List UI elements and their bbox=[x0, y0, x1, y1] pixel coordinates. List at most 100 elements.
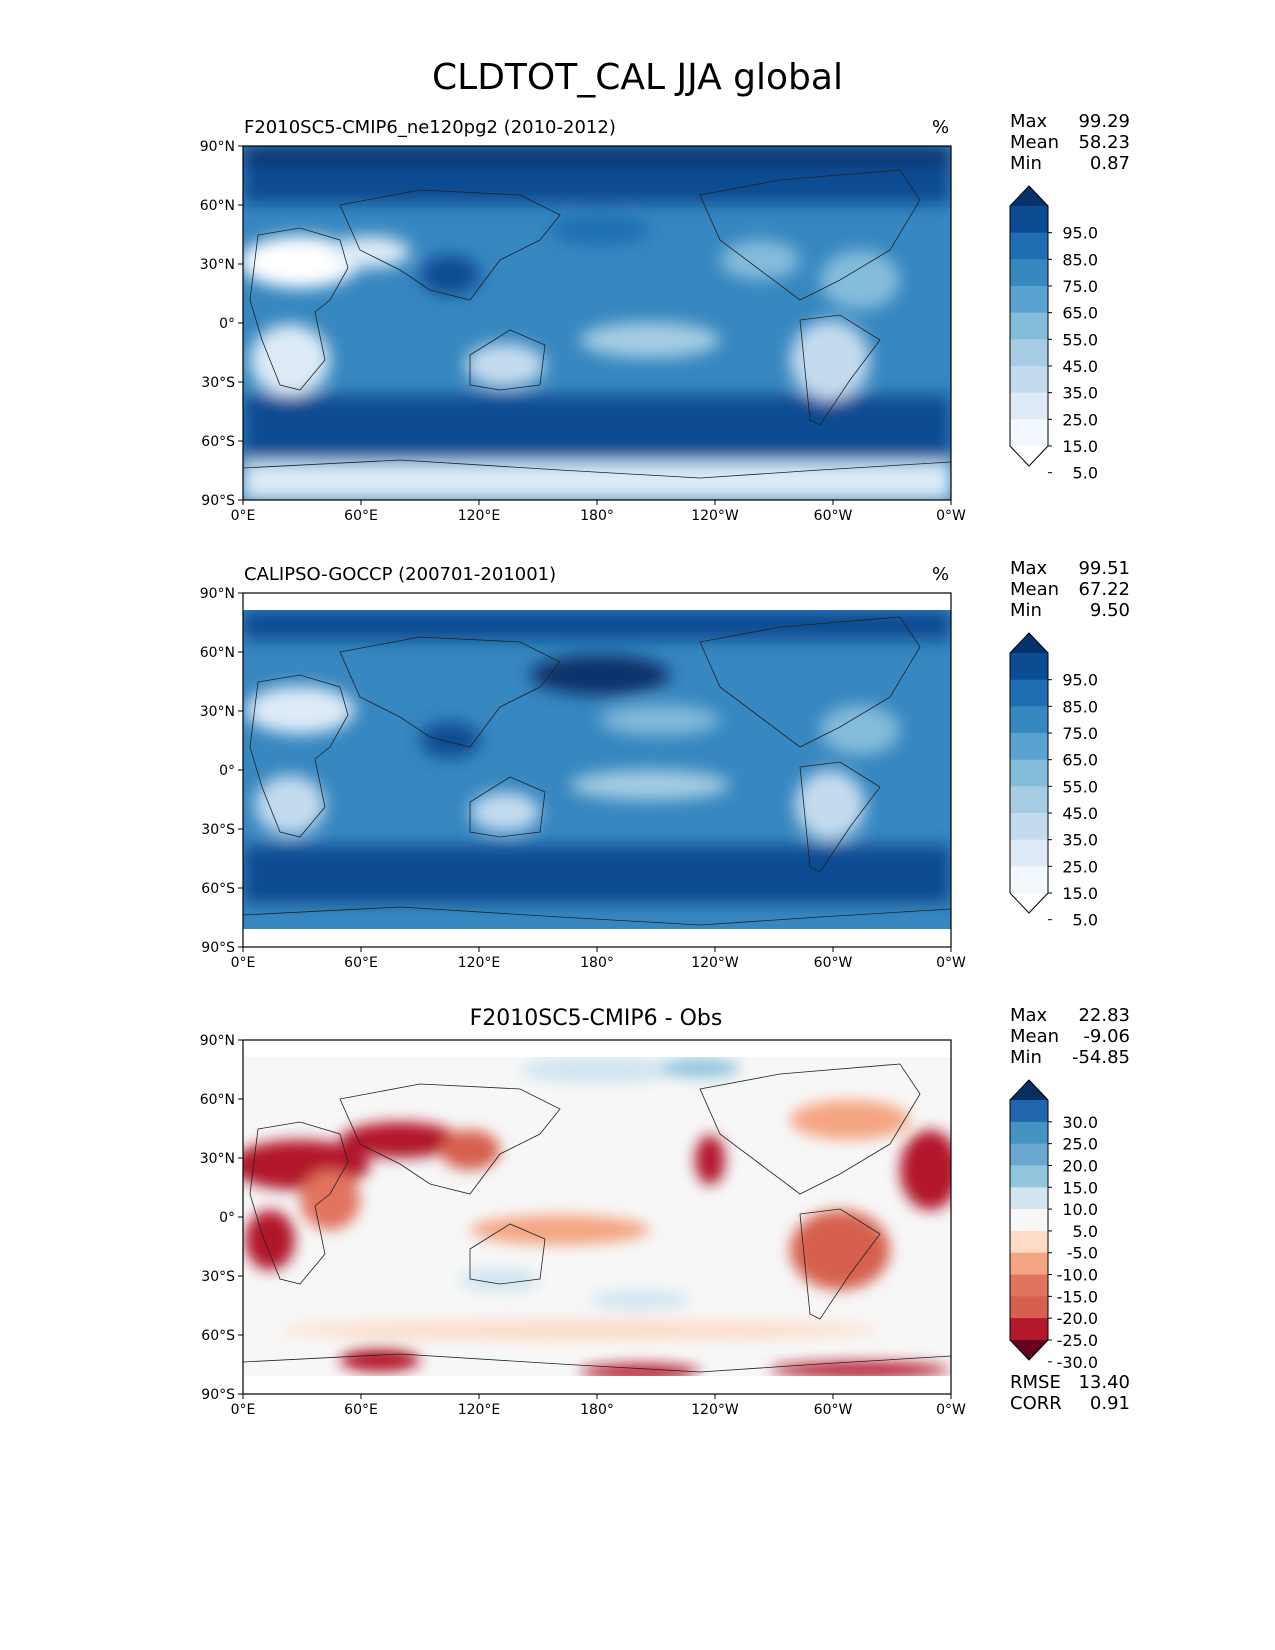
x-tick-label: 0°W bbox=[936, 1402, 966, 1418]
y-tick-label: 90°N bbox=[200, 586, 235, 602]
colorbar-segment bbox=[1010, 1100, 1048, 1123]
colorbar-tick-label: 55.0 bbox=[1062, 777, 1098, 796]
colorbar-tick-label: 75.0 bbox=[1062, 277, 1098, 296]
colorbar-segment bbox=[1010, 312, 1048, 340]
panel2-axis-ticks: 0°E 60°E 120°E 180° 120°W 60°W 0°W 90°N 60°N 30°N… bbox=[200, 586, 966, 971]
y-tick-label: 60°S bbox=[201, 1328, 235, 1344]
colorbar-tick-label: -5.0 bbox=[1067, 1244, 1098, 1263]
panel1-axis-ticks: 0°E 60°E 120°E 180° 120°W 60°W 0°W 90°N 60°N 30°N… bbox=[200, 139, 966, 524]
panel1-map: 0°E 60°E 120°E 180° 120°W 60°W 0°W 90°N 60°N 30°N… bbox=[200, 139, 966, 524]
colorbar-segment bbox=[1010, 1165, 1048, 1188]
panel3-stat-min: Min -54.85 bbox=[1010, 1047, 1130, 1069]
colorbar-segment bbox=[1010, 1143, 1048, 1166]
colorbar-tick-label: 45.0 bbox=[1062, 357, 1098, 376]
colorbar-tick-label: -15.0 bbox=[1057, 1287, 1098, 1306]
colorbar-tick-label: 75.0 bbox=[1062, 724, 1098, 743]
x-tick-label: 60°E bbox=[344, 508, 378, 524]
colorbar-tick-label: 85.0 bbox=[1062, 697, 1098, 716]
y-tick-label: 90°N bbox=[200, 1033, 235, 1049]
panel3-colorbar: 30.0 25.0 20.0 15.0 10.0 5.0 -5.0 -10.0 -15.0 -20… bbox=[1009, 1079, 1098, 1372]
colorbar-tick-label: 15.0 bbox=[1062, 437, 1098, 456]
colorbar-extend-bottom bbox=[1010, 446, 1048, 466]
colorbar-segment bbox=[1010, 232, 1048, 260]
stat-label: Min bbox=[1010, 1047, 1042, 1068]
colorbar-segment bbox=[1010, 786, 1048, 814]
stat-value: 58.23 bbox=[1078, 132, 1130, 153]
colorbar-tick-label: 20.0 bbox=[1062, 1156, 1098, 1175]
colorbar-extend-bottom bbox=[1010, 1340, 1048, 1360]
y-tick-label: 60°S bbox=[201, 881, 235, 897]
y-tick-label: 60°N bbox=[200, 645, 235, 661]
colorbar-segment bbox=[1010, 866, 1048, 894]
stat-label: Mean bbox=[1010, 1026, 1060, 1047]
colorbar-segment bbox=[1010, 259, 1048, 287]
metric-value: 13.40 bbox=[1078, 1372, 1130, 1393]
colorbar-segment bbox=[1010, 733, 1048, 761]
colorbar-tick-label: 55.0 bbox=[1062, 330, 1098, 349]
x-tick-label: 180° bbox=[580, 1402, 614, 1418]
panel3-title: F2010SC5-CMIP6 - Obs bbox=[469, 1006, 723, 1031]
metric-value: 0.91 bbox=[1089, 1393, 1130, 1414]
panel2-colorbar: 95.0 85.0 75.0 65.0 55.0 45.0 35.0 25.0 15.0 5.0 bbox=[1009, 632, 1098, 927]
panel2-units: % bbox=[932, 564, 950, 585]
y-tick-label: 30°N bbox=[200, 1151, 235, 1167]
x-tick-label: 120°W bbox=[691, 955, 739, 971]
colorbar-tick-label: -25.0 bbox=[1057, 1331, 1098, 1350]
colorbar-tick-label: 65.0 bbox=[1062, 304, 1098, 323]
colorbar-segment bbox=[1010, 1209, 1048, 1232]
x-tick-label: 0°E bbox=[231, 955, 256, 971]
stat-value: -54.85 bbox=[1071, 1047, 1130, 1068]
colorbar-segment bbox=[1010, 839, 1048, 867]
colorbar-tick-label: 85.0 bbox=[1062, 250, 1098, 269]
colorbar-tick-label: 5.0 bbox=[1073, 911, 1098, 927]
stat-label: Mean bbox=[1010, 132, 1060, 153]
colorbar-segment bbox=[1010, 206, 1048, 234]
panel2-stat-max: Max 99.51 bbox=[1010, 558, 1130, 580]
colorbar-tick-label: 30.0 bbox=[1062, 1113, 1098, 1132]
stat-label: Max bbox=[1010, 111, 1048, 132]
x-tick-label: 120°E bbox=[458, 955, 501, 971]
panel1-units: % bbox=[932, 117, 950, 138]
x-tick-label: 180° bbox=[580, 955, 614, 971]
x-tick-label: 120°W bbox=[691, 1402, 739, 1418]
colorbar-tick-label: -30.0 bbox=[1057, 1353, 1098, 1372]
panel3-map: 0°E 60°E 120°E 180° 120°W 60°W 0°W 90°N 60°N 30°N… bbox=[200, 1033, 966, 1418]
colorbar-tick-label: 15.0 bbox=[1062, 884, 1098, 903]
colorbar-tick-label: 25.0 bbox=[1062, 857, 1098, 876]
stat-value: 99.29 bbox=[1078, 111, 1130, 132]
panel3-stat-max: Max 22.83 bbox=[1010, 1005, 1130, 1027]
x-tick-label: 120°W bbox=[691, 508, 739, 524]
metric-label: RMSE bbox=[1010, 1372, 1061, 1393]
colorbar-segment bbox=[1010, 679, 1048, 707]
colorbar-segment bbox=[1010, 706, 1048, 734]
colorbar-segment bbox=[1010, 1296, 1048, 1319]
x-tick-label: 180° bbox=[580, 508, 614, 524]
colorbar-segment bbox=[1010, 1274, 1048, 1297]
panel3-metric-corr: CORR 0.91 bbox=[1010, 1393, 1130, 1415]
colorbar-segment bbox=[1010, 813, 1048, 841]
colorbar-tick-label: 65.0 bbox=[1062, 751, 1098, 770]
stat-value: 22.83 bbox=[1078, 1005, 1130, 1026]
stat-label: Min bbox=[1010, 153, 1042, 174]
y-tick-label: 30°S bbox=[201, 822, 235, 838]
colorbar-extend-top bbox=[1010, 633, 1048, 653]
stat-value: 67.22 bbox=[1078, 579, 1130, 600]
y-tick-label: 90°S bbox=[201, 1387, 235, 1403]
stat-label: Min bbox=[1010, 600, 1042, 621]
colorbar-extend-top bbox=[1010, 1080, 1048, 1100]
stat-label: Max bbox=[1010, 558, 1048, 579]
colorbar-segment bbox=[1010, 1318, 1048, 1341]
colorbar-segment bbox=[1010, 1121, 1048, 1145]
stat-value: 0.87 bbox=[1089, 153, 1130, 174]
x-tick-label: 120°E bbox=[458, 508, 501, 524]
y-tick-label: 0° bbox=[219, 316, 235, 332]
panel1-stat-mean: Mean 58.23 bbox=[1010, 132, 1130, 154]
colorbar-tick-label: 25.0 bbox=[1062, 1135, 1098, 1154]
colorbar-segment bbox=[1010, 286, 1048, 314]
y-tick-label: 30°S bbox=[201, 1269, 235, 1285]
y-tick-label: 30°N bbox=[200, 257, 235, 273]
colorbar-segment bbox=[1010, 759, 1048, 787]
colorbar-tick-label: 95.0 bbox=[1062, 224, 1098, 243]
colorbar-tick-label: 5.0 bbox=[1073, 1222, 1098, 1241]
x-tick-label: 60°W bbox=[814, 1402, 853, 1418]
